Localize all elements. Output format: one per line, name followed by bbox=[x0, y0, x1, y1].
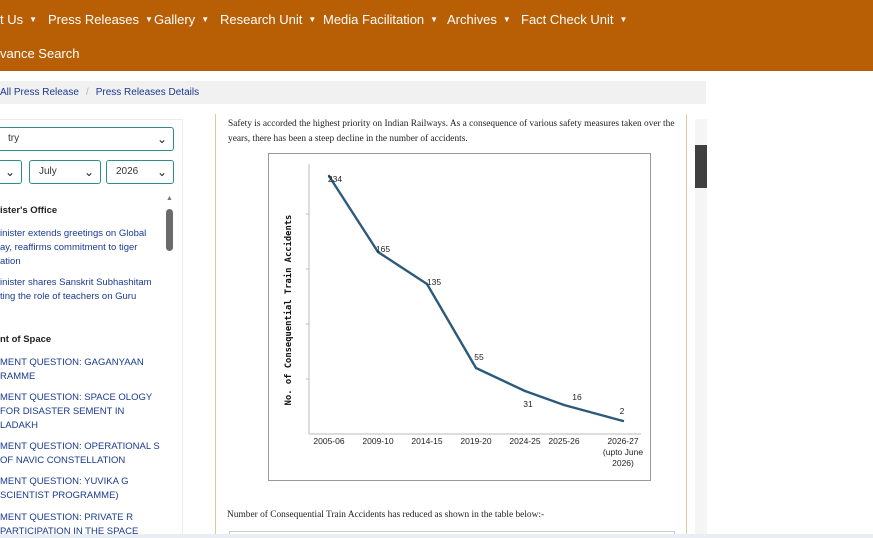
x-tick-label: 2024-25 bbox=[509, 436, 540, 446]
year-select-value: 2026 bbox=[116, 166, 139, 177]
chevron-down-icon: ⌄ bbox=[83, 165, 94, 179]
bottom-strip bbox=[0, 534, 873, 538]
menu-label: t Us bbox=[0, 12, 24, 27]
series-line bbox=[327, 175, 624, 423]
chevron-down-icon: ▼ bbox=[145, 15, 153, 24]
chevron-down-icon: ▼ bbox=[619, 15, 628, 24]
accidents-line-chart: 234 165 135 55 31 16 2 2005-06 2009-10 2014-15 201… bbox=[268, 153, 651, 481]
data-point bbox=[327, 174, 331, 178]
x-tick-label: (upto June bbox=[603, 447, 643, 457]
menu-label: Media Facilitation bbox=[323, 12, 425, 27]
month-select-value: July bbox=[39, 166, 57, 177]
menu-about-us[interactable]: t Us ▼ bbox=[0, 11, 37, 31]
breadcrumb: All Press Release / Press Releases Details bbox=[0, 81, 706, 104]
x-tick-label: 2026-27 bbox=[607, 436, 638, 446]
data-point bbox=[425, 282, 429, 286]
data-point bbox=[523, 389, 527, 393]
x-tick-label: 2009-10 bbox=[362, 436, 393, 446]
data-point bbox=[621, 419, 625, 423]
menu-label: Gallery bbox=[154, 12, 196, 27]
menu-media-facilitation[interactable]: Media Facilitation ▼ bbox=[323, 11, 438, 31]
section-heading: nt of Space bbox=[0, 334, 52, 345]
data-label: 16 bbox=[572, 392, 582, 402]
top-navigation-bar: t Us ▼ Press Releases ▼ Gallery ▼ Research … bbox=[0, 0, 873, 71]
intro-paragraph: Safety is accorded the highest priority … bbox=[228, 119, 675, 144]
x-tick-label: 2014-15 bbox=[411, 436, 442, 446]
day-select[interactable]: ⌄ bbox=[0, 160, 22, 184]
menu-press-releases[interactable]: Press Releases ▼ bbox=[48, 11, 153, 31]
y-axis-label: No. of Consequential Train Accidents bbox=[283, 215, 294, 406]
breadcrumb-all-press-release[interactable]: All Press Release bbox=[0, 87, 79, 98]
scroll-up-arrow-icon[interactable]: ▲ bbox=[166, 195, 173, 202]
menu-gallery[interactable]: Gallery ▼ bbox=[154, 11, 209, 31]
data-label: 234 bbox=[328, 174, 342, 184]
breadcrumb-current: Press Releases Details bbox=[95, 87, 200, 98]
chevron-down-icon: ⌄ bbox=[156, 165, 167, 179]
x-tick-label: 2026) bbox=[612, 458, 634, 468]
chevron-down-icon: ▼ bbox=[502, 15, 511, 24]
data-label: 55 bbox=[474, 352, 484, 362]
x-tick-label: 2019-20 bbox=[460, 436, 491, 446]
breadcrumb-separator: / bbox=[85, 87, 89, 98]
month-select[interactable]: July ⌄ bbox=[29, 160, 101, 184]
menu-label: Research Unit bbox=[220, 12, 303, 27]
data-label: 31 bbox=[523, 399, 533, 409]
year-select[interactable]: 2026 ⌄ bbox=[106, 160, 174, 184]
ministry-select-value: try bbox=[8, 133, 20, 144]
chevron-down-icon: ▼ bbox=[201, 15, 210, 24]
press-release-link[interactable]: inister extends greetings on Global ay, … bbox=[0, 228, 147, 267]
data-point bbox=[376, 250, 380, 254]
press-release-link[interactable]: MENT QUESTION: PRIVATE R PARTICIPATION I… bbox=[0, 512, 139, 537]
ministry-select[interactable]: try ⌄ bbox=[0, 127, 174, 151]
x-tick-label: 2025-26 bbox=[548, 436, 579, 446]
advance-search-link[interactable]: vance Search bbox=[0, 46, 80, 61]
page-scrollbar-track[interactable] bbox=[695, 119, 707, 538]
chevron-down-icon: ⌄ bbox=[156, 132, 167, 146]
menu-research-unit[interactable]: Research Unit ▼ bbox=[220, 11, 316, 31]
menu-label: Archives bbox=[447, 12, 497, 27]
sidebar-scrollbar-thumb[interactable] bbox=[166, 209, 173, 251]
press-release-content: Safety is accorded the highest priority … bbox=[215, 114, 687, 538]
chevron-down-icon: ▼ bbox=[430, 15, 439, 24]
press-release-link[interactable]: MENT QUESTION: SPACE OLOGY FOR DISASTER … bbox=[0, 392, 153, 431]
data-point bbox=[562, 403, 566, 407]
press-release-link[interactable]: MENT QUESTION: OPERATIONAL S OF NAVIC CO… bbox=[0, 441, 160, 466]
table-intro-text: Number of Consequential Train Accidents … bbox=[227, 510, 545, 520]
data-label: 2 bbox=[620, 406, 625, 416]
data-label: 165 bbox=[376, 244, 390, 254]
data-point bbox=[474, 366, 478, 370]
menu-archives[interactable]: Archives ▼ bbox=[447, 11, 511, 31]
menu-label: Press Releases bbox=[48, 12, 140, 27]
sidebar: try ⌄ ⌄ July ⌄ 2026 ⌄ ister's Office ini… bbox=[0, 119, 183, 538]
chart-svg: 234 165 135 55 31 16 2 2005-06 2009-10 2014-15 201… bbox=[283, 164, 643, 468]
press-release-link[interactable]: MENT QUESTION: GAGANYAAN RAMME bbox=[0, 357, 144, 382]
menu-fact-check-unit[interactable]: Fact Check Unit ▼ bbox=[521, 11, 627, 31]
x-tick-label: 2005-06 bbox=[313, 436, 344, 446]
menu-label: Fact Check Unit bbox=[521, 12, 614, 27]
section-heading: ister's Office bbox=[0, 205, 58, 216]
chevron-down-icon: ▼ bbox=[29, 15, 38, 24]
data-label: 135 bbox=[427, 277, 441, 287]
chevron-down-icon: ⌄ bbox=[4, 165, 15, 179]
page-scrollbar-thumb[interactable] bbox=[695, 145, 707, 188]
press-release-link[interactable]: MENT QUESTION: YUVIKA G SCIENTIST PROGRA… bbox=[0, 476, 129, 501]
chevron-down-icon: ▼ bbox=[308, 15, 317, 24]
press-release-link[interactable]: inister shares Sanskrit Subhashitam ting… bbox=[0, 277, 152, 302]
